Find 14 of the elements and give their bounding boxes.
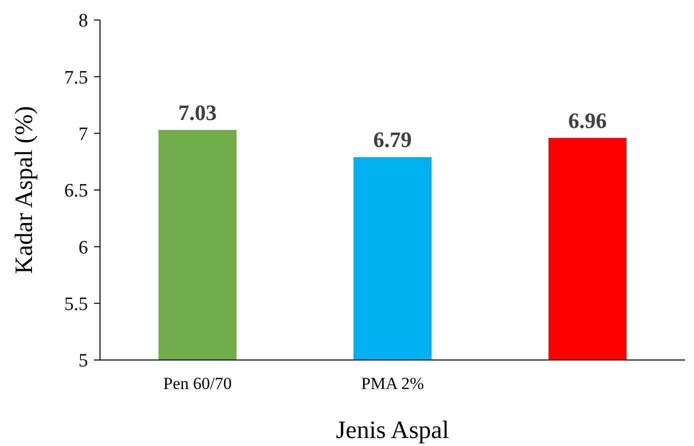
x-tick-label: Pen 60/70 bbox=[163, 374, 232, 393]
y-tick-label: 5 bbox=[78, 350, 88, 372]
x-tick-label: PMA 2% bbox=[361, 374, 424, 393]
y-tick-label: 7 bbox=[78, 124, 88, 145]
y-tick-label: 6 bbox=[78, 237, 88, 258]
x-axis-title: Jenis Aspal bbox=[336, 417, 450, 444]
y-tick-label: 7.5 bbox=[64, 67, 88, 88]
data-label: 6.79 bbox=[373, 127, 412, 152]
y-axis-title: Kadar Aspal (%) bbox=[11, 106, 38, 274]
y-tick-label: 8 bbox=[78, 10, 88, 32]
y-tick-label: 5.5 bbox=[64, 294, 88, 315]
data-label: 6.96 bbox=[568, 108, 607, 133]
y-tick-label: 6.5 bbox=[64, 180, 88, 202]
data-label: 7.03 bbox=[178, 100, 217, 125]
